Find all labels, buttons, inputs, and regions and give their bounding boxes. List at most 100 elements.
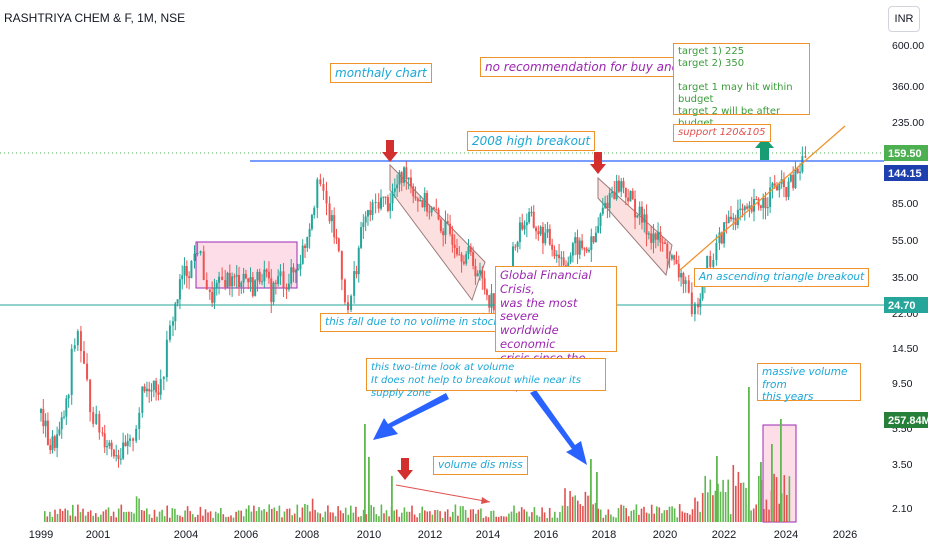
candle-body	[208, 289, 211, 293]
volume-bar	[212, 517, 214, 522]
support-level-tag: 24.70	[888, 300, 916, 312]
volume-bar	[758, 475, 760, 522]
volume-bar	[712, 495, 714, 522]
candle-body	[129, 438, 132, 441]
volume-bar	[255, 511, 258, 522]
volume-bar	[768, 509, 770, 522]
volume-bar	[362, 509, 365, 522]
volume-bar	[179, 515, 181, 522]
volume-bar	[546, 518, 548, 522]
volume-decline-arrowhead	[481, 497, 490, 504]
volume-bar	[645, 512, 648, 522]
candle-body	[202, 251, 205, 281]
candle-body	[739, 208, 742, 210]
volume-bar	[339, 510, 342, 522]
candle-body	[183, 265, 186, 276]
candle-body	[319, 179, 322, 185]
volume-bar	[444, 511, 446, 522]
consolidation-box	[195, 241, 298, 289]
volume-bar	[153, 509, 156, 522]
candle-body	[608, 193, 611, 209]
y-tick-label: 600.00	[892, 40, 924, 52]
candle-body	[449, 223, 452, 235]
candle-body	[659, 231, 662, 243]
candle-body	[597, 226, 600, 233]
volume-bar	[54, 509, 56, 522]
volume-bar	[370, 505, 372, 522]
candle-body	[535, 227, 538, 232]
volume-bar	[497, 516, 500, 522]
volume-bar	[197, 514, 199, 522]
volume-bar	[495, 516, 497, 522]
candle-body	[615, 180, 618, 200]
y-tick-label: 2.10	[892, 503, 913, 515]
volume-bar	[620, 504, 622, 522]
candle-body	[776, 185, 779, 191]
volume-bar	[429, 511, 431, 522]
volume-bar	[352, 512, 355, 522]
volume-bar	[582, 506, 584, 522]
volume-bar	[166, 505, 168, 522]
x-tick-label: 2001	[86, 529, 110, 541]
y-tick-label: 235.00	[892, 117, 924, 129]
volume-bar	[268, 504, 270, 522]
candle-body	[684, 280, 687, 285]
candle-body	[393, 188, 396, 192]
volume-bar	[707, 492, 709, 522]
candle-body	[258, 271, 261, 282]
candle-body	[444, 221, 447, 236]
candle-body	[168, 325, 171, 340]
volume-bar	[360, 516, 362, 522]
volume-bar	[643, 506, 645, 522]
volume-bar	[286, 508, 288, 522]
volume-bar	[393, 510, 395, 522]
candle-body	[419, 200, 422, 202]
candle-body	[548, 228, 551, 245]
candle-body	[590, 236, 593, 251]
x-tick-label: 2016	[534, 529, 558, 541]
candle-body	[476, 273, 479, 277]
volume-bar	[156, 516, 158, 522]
candle-body	[44, 420, 47, 427]
volume-bar	[413, 514, 416, 522]
volume-bar	[538, 516, 541, 522]
candle-body	[70, 348, 73, 395]
candle-body	[766, 207, 769, 209]
volume-bar	[464, 510, 467, 522]
volume-bar	[406, 511, 408, 522]
volume-bar	[533, 507, 536, 522]
annotation-targets: target 1) 225 target 2) 350 target 1 may…	[673, 43, 810, 129]
candle-body	[389, 203, 392, 211]
candle-body	[364, 216, 367, 223]
candle-body	[65, 398, 68, 417]
candle-body	[238, 274, 241, 288]
volume-bar	[778, 503, 780, 522]
currency-button[interactable]: INR	[888, 6, 920, 32]
volume-bar	[719, 491, 722, 522]
volume-bar	[194, 517, 197, 522]
annotation-2008-breakout: 2008 high breakout	[467, 131, 596, 152]
volume-bar	[148, 514, 151, 522]
candle-body	[143, 386, 146, 392]
candle-body	[762, 197, 765, 209]
last-price-tag: 159.50	[888, 148, 922, 160]
candle-body	[221, 276, 224, 280]
candle-body	[455, 247, 458, 255]
candle-body	[442, 231, 445, 236]
x-tick-label: 2012	[418, 529, 442, 541]
volume-bar	[133, 513, 135, 522]
candle-body	[666, 243, 669, 259]
candle-body	[617, 180, 620, 192]
candle-body	[712, 259, 715, 267]
volume-bar	[696, 501, 699, 522]
volume-bar	[477, 509, 480, 522]
x-tick-label: 2026	[833, 529, 857, 541]
volume-bar	[158, 511, 161, 522]
volume-bar	[472, 509, 474, 522]
candle-body	[414, 196, 417, 199]
candle-body	[583, 248, 586, 250]
candle-body	[645, 214, 648, 235]
candle-body	[412, 186, 415, 197]
volume-bar	[271, 508, 273, 522]
volume-bar	[745, 487, 747, 522]
